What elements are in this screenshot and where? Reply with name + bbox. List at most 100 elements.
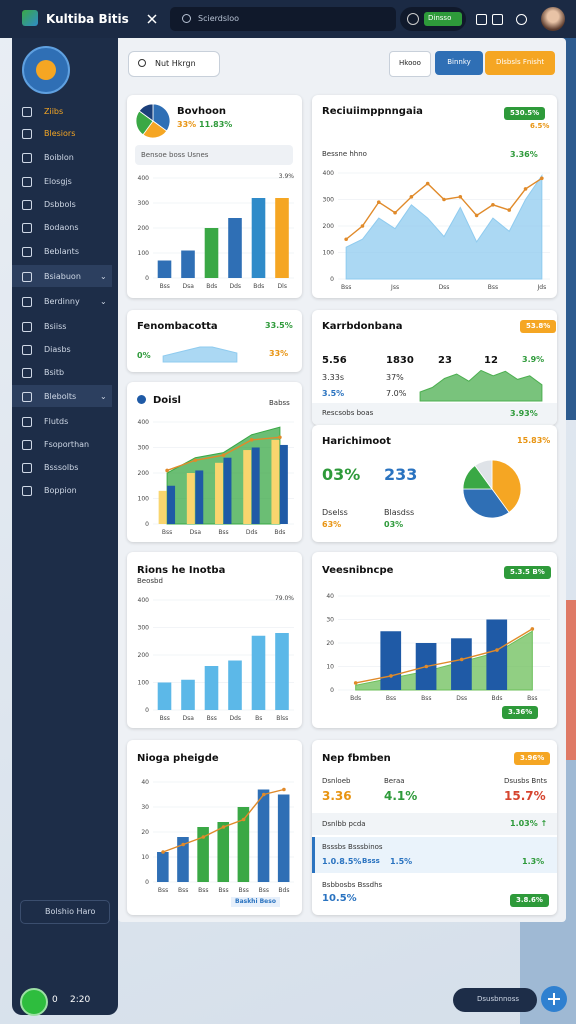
- x-tick-label: Bds: [350, 695, 361, 702]
- nav-item[interactable]: Elosgjs: [44, 177, 72, 186]
- nav-item[interactable]: Boppion: [44, 486, 77, 495]
- nav-icon: [22, 153, 32, 163]
- pie-slice: [138, 103, 154, 122]
- point: [507, 208, 512, 212]
- nav-item[interactable]: Ziibs: [44, 107, 64, 116]
- toolbar-button[interactable]: Hkooo: [389, 51, 431, 77]
- badge: 3.96%: [514, 752, 551, 765]
- pie-chart: [462, 459, 522, 519]
- card: Veesnibncpe 5.3.5 B% 3.36% 0 10 20 30 40 Bds Bss B…: [312, 552, 557, 728]
- stats: Beraa: [384, 777, 405, 785]
- toolbar-button[interactable]: Dlsbsls Fnisht: [485, 51, 555, 75]
- rows: Dsnlbb pcda: [322, 820, 366, 828]
- icon-stroke: [147, 14, 157, 24]
- avatar[interactable]: [541, 7, 565, 31]
- nav-item[interactable]: Diasbs: [44, 345, 71, 354]
- toolbar-search[interactable]: Nut Hkrgn: [128, 51, 220, 77]
- bar: [223, 457, 232, 524]
- big1: 03%: [322, 465, 361, 484]
- bar: [157, 852, 169, 882]
- title: Reciuiimppnngaia: [322, 106, 423, 117]
- nav-icon: [22, 272, 32, 282]
- y-tick-label: 400: [138, 597, 150, 604]
- chart: [162, 346, 238, 363]
- top-icon[interactable]: [476, 14, 487, 25]
- nav-item[interactable]: Bsiabuon: [44, 272, 81, 281]
- bar: [277, 794, 290, 882]
- badge: 530.5%: [504, 107, 546, 120]
- sidebar-footer[interactable]: Bolshio Haro: [20, 900, 110, 924]
- stats: Dsusbs Bnts: [504, 777, 548, 785]
- x-tick-label: Dss: [439, 284, 450, 291]
- nav-highlight: [12, 385, 112, 407]
- nav-item[interactable]: Bsiiss: [44, 322, 67, 331]
- nav-icon: [22, 440, 32, 450]
- subtitle: 33%: [177, 120, 197, 129]
- toggle[interactable]: Dinsso: [400, 7, 466, 31]
- y-tick-label: 100: [138, 250, 150, 257]
- bar: [271, 439, 280, 524]
- y-tick-label: 300: [138, 625, 150, 632]
- title: Fenombacotta: [137, 321, 218, 332]
- chart: 0 100 200 300 400 Bss Jss Dss Bss Jds: [323, 170, 550, 291]
- y-tick-label: 0: [330, 687, 334, 694]
- nav-item[interactable]: Beblants: [44, 247, 79, 256]
- title: Karrbdonbana: [322, 321, 403, 332]
- top-icon[interactable]: [516, 14, 527, 25]
- x-tick-label: Jss: [390, 284, 399, 291]
- status-count: 0: [52, 995, 58, 1005]
- y-tick-label: 300: [138, 445, 150, 452]
- subtitle: 11.83%: [199, 120, 233, 129]
- area: [162, 346, 238, 363]
- x-tick-label: Bss: [259, 887, 269, 894]
- y-tick-label: 300: [138, 200, 150, 207]
- search-box[interactable]: Scierdsloo: [170, 7, 396, 31]
- card: Harichimoot 15.83% 03% 233 Dselss 63% Blasdss 0…: [312, 425, 557, 542]
- nav-item[interactable]: Fsoporthan: [44, 440, 90, 449]
- logo: [22, 46, 70, 94]
- point: [376, 200, 381, 204]
- nav-icon: [22, 345, 32, 355]
- stats: 3.9%: [522, 355, 545, 364]
- point: [344, 237, 348, 242]
- bar: [217, 822, 230, 882]
- pie-chart: [135, 103, 171, 139]
- point: [474, 213, 479, 218]
- stats3: 3.5%: [322, 389, 345, 398]
- nav-item[interactable]: Bsssolbs: [44, 463, 79, 472]
- title: Veesnibncpe: [322, 565, 394, 576]
- rows: 3.8.6%: [510, 894, 549, 907]
- nav-item[interactable]: Blesiors: [44, 129, 76, 138]
- nav-item[interactable]: Flutds: [44, 417, 69, 426]
- y-tick-label: 400: [323, 170, 335, 177]
- point: [353, 681, 358, 685]
- nav-item[interactable]: Berdinny: [44, 297, 80, 306]
- floating-pill[interactable]: Dsusbnnoss: [453, 988, 537, 1012]
- top-icon[interactable]: [492, 14, 503, 25]
- point: [424, 664, 429, 669]
- x-tick-label: Jds: [536, 284, 546, 291]
- add-button[interactable]: [541, 986, 567, 1012]
- point: [278, 435, 282, 440]
- nav-item[interactable]: Blebolts: [44, 392, 77, 401]
- x-tick-label: Bds: [206, 283, 217, 290]
- nav-item[interactable]: Bsitb: [44, 368, 65, 377]
- text: Scierdsloo: [198, 14, 240, 23]
- nav-item[interactable]: Boiblon: [44, 153, 74, 162]
- rows: Bsss: [362, 857, 380, 865]
- x-tick-label: Bss: [218, 529, 228, 536]
- y-tick-label: 20: [326, 640, 334, 647]
- close-icon[interactable]: [146, 13, 158, 25]
- point: [393, 210, 397, 215]
- point: [181, 842, 186, 847]
- x-tick-label: Bss: [207, 715, 217, 722]
- x-tick-label: Bss: [488, 284, 498, 291]
- x-tick-label: Dsa: [190, 529, 202, 536]
- y-tick-label: 30: [141, 804, 149, 811]
- point: [261, 792, 266, 797]
- toolbar-button[interactable]: Binnky: [435, 51, 483, 75]
- point: [249, 438, 254, 442]
- nav-item[interactable]: Bodaons: [44, 223, 79, 232]
- x-tick-label: Bss: [386, 695, 396, 702]
- nav-item[interactable]: Dsbbols: [44, 200, 76, 209]
